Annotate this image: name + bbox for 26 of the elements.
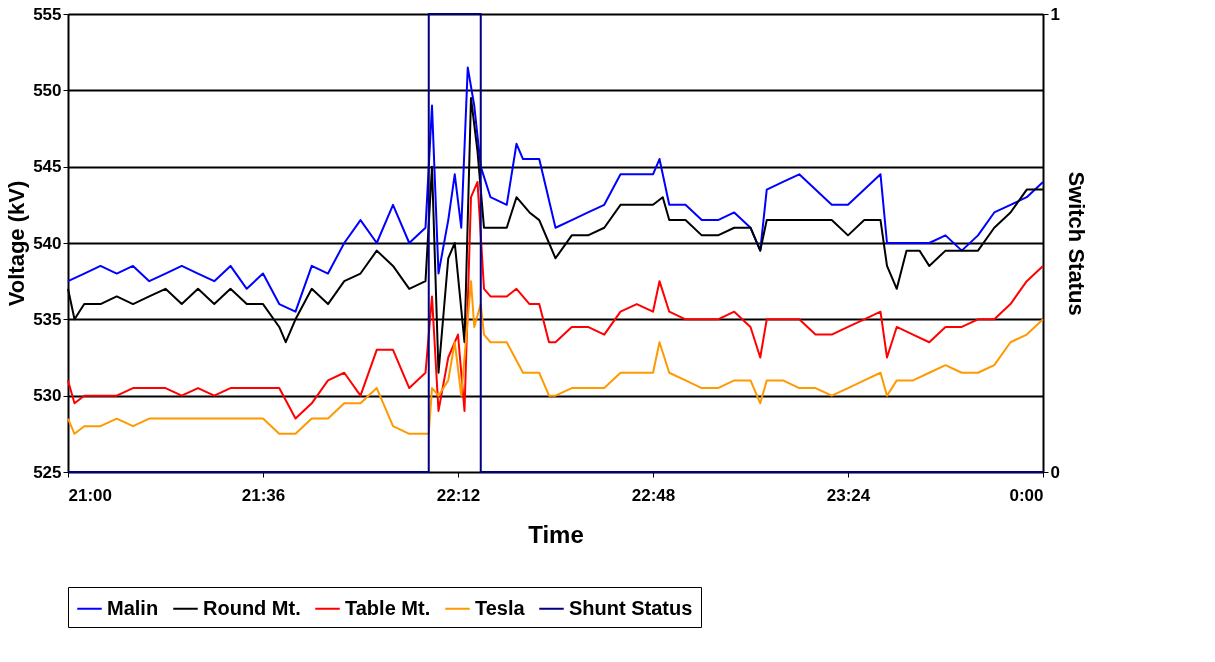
line-series: [67, 66, 1044, 313]
y-tick-label: 525: [33, 462, 62, 482]
legend-label: Tesla: [475, 596, 526, 619]
y-tick-label: 555: [33, 4, 62, 24]
x-tick-label: 23:24: [826, 485, 871, 505]
legend-label: Round Mt.: [203, 596, 301, 619]
legend-label: Malin: [107, 596, 159, 619]
x-tick-label: 21:00: [68, 485, 112, 505]
x-tick-label: 22:12: [436, 485, 481, 505]
y-tick-label: 535: [33, 309, 62, 329]
y-tick-label: 550: [33, 80, 62, 100]
legend-label: Table Mt.: [345, 596, 431, 619]
x-axis-title: Time: [528, 520, 584, 548]
x-tick-label: 22:48: [631, 485, 676, 505]
y2-tick-label: 1: [1050, 4, 1060, 24]
y-tick-label: 540: [33, 233, 62, 253]
y-tick-label: 545: [33, 157, 62, 177]
y-axis-title: Voltage (kV): [4, 180, 30, 307]
y-tick-label: 530: [33, 386, 62, 406]
line-series: [67, 280, 1044, 435]
legend-label: Shunt Status: [569, 596, 693, 619]
line-series: [67, 180, 1044, 420]
y2-axis-title: Switch Status: [1063, 171, 1089, 316]
x-tick-label: 21:36: [241, 485, 286, 505]
y2-tick-label: 0: [1050, 462, 1060, 482]
x-tick-label: 0:00: [1009, 485, 1044, 505]
